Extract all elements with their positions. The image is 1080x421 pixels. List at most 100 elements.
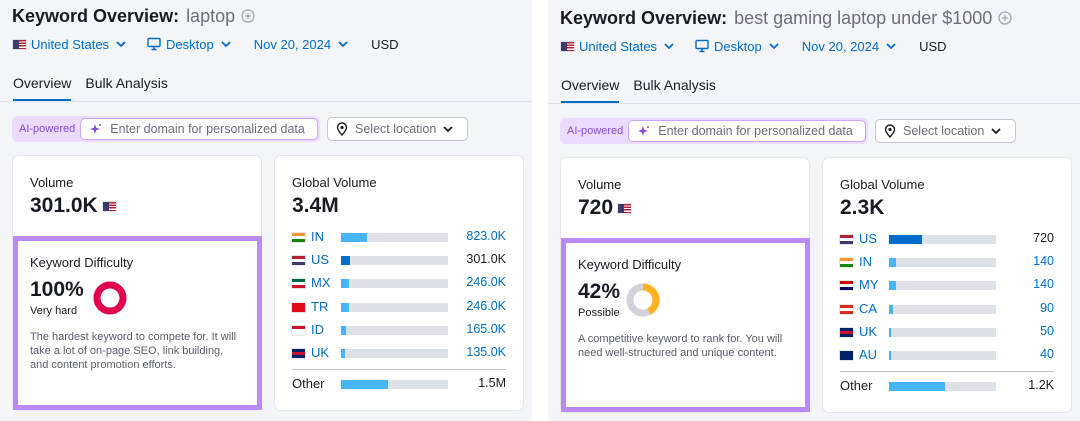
header: Keyword Overview: best gaming laptop unde… (560, 6, 1012, 30)
country-volume: 1.5M (478, 376, 506, 390)
country-code: UK (311, 345, 330, 360)
flag-icon (292, 325, 305, 335)
chevron-icon (116, 41, 126, 48)
keyword-panel: Keyword Overview: laptop United States Desk… (0, 0, 532, 421)
country-row[interactable]: US 720 (840, 231, 1054, 248)
location-dropdown[interactable]: United States (13, 37, 127, 52)
tab[interactable]: Bulk Analysis (85, 75, 168, 91)
country-volume: 246.0K (466, 275, 506, 290)
keyword: best gaming laptop under $1000 (734, 7, 993, 28)
country-code: CA (859, 300, 878, 316)
country-volume: 50 (1040, 323, 1054, 338)
ai-domain-field: AI-powered Enter domain for personalized … (12, 116, 320, 142)
bar (341, 256, 351, 266)
country-volume: 140 (1033, 277, 1054, 292)
tab-underline (13, 99, 72, 101)
country-row[interactable]: UK 50 (840, 324, 1054, 341)
flag-icon (292, 233, 305, 242)
tab[interactable]: Bulk Analysis (633, 77, 716, 93)
location-select[interactable]: Select location (875, 119, 1016, 143)
volume-value: 301.0K (30, 194, 98, 217)
difficulty-donut (626, 283, 660, 317)
donut-arc (626, 283, 660, 317)
country-code: US (859, 231, 878, 246)
date-dropdown[interactable]: Nov 20, 2024 (802, 39, 897, 54)
bar-track (341, 302, 448, 312)
country-row[interactable]: TR 246.0K (292, 299, 506, 316)
country-code: MY (859, 277, 879, 293)
volume-value-row: 720 (578, 196, 636, 220)
global-volume-label: Global Volume (840, 177, 925, 192)
other-label: Other (840, 378, 873, 393)
device: Desktop (166, 36, 214, 52)
add-button[interactable] (241, 9, 255, 23)
difficulty-score: 42% (578, 280, 621, 303)
difficulty-level: Possible (578, 307, 620, 319)
location-placeholder: Select location (355, 122, 437, 136)
monitor-icon (147, 37, 161, 51)
domain-placeholder: Enter domain for personalized data (658, 124, 853, 138)
country-volume: 720 (1033, 231, 1054, 245)
country-row[interactable]: UK 135.0K (292, 345, 506, 362)
bar (889, 327, 892, 337)
country-row[interactable]: AU 40 (840, 347, 1054, 364)
country-row[interactable]: CA 90 (840, 301, 1054, 318)
bar-track (341, 279, 448, 289)
bar-track (889, 382, 996, 391)
tabs-divider (0, 101, 532, 102)
country-volume: 135.0K (466, 345, 506, 359)
country-row[interactable]: MX 246.0K (292, 275, 506, 292)
date-dropdown[interactable]: Nov 20, 2024 (254, 37, 349, 52)
bar (341, 302, 349, 312)
bar (889, 235, 923, 244)
global-volume-card: Global Volume 3.4M IN 823.0K US 301.0K MX 246.0… (275, 156, 523, 410)
bar (889, 351, 891, 360)
bar-track (341, 233, 448, 242)
currency: USD (371, 36, 399, 52)
volume-label: Volume (578, 177, 622, 192)
donut-arc (93, 281, 127, 315)
bar (889, 281, 896, 291)
device-dropdown[interactable]: Desktop (695, 39, 780, 54)
sparkle-icon (638, 125, 650, 136)
global-volume-label: Global Volume (292, 175, 377, 190)
global-volume-total: 2.3K (840, 196, 885, 219)
tab[interactable]: Overview (13, 75, 72, 101)
keyword-panel: Keyword Overview: best gaming laptop unde… (548, 0, 1080, 421)
domain-input[interactable]: Enter domain for personalized data (80, 118, 318, 140)
difficulty-donut (93, 281, 127, 315)
country-row[interactable]: IN 140 (840, 254, 1054, 271)
bar (341, 325, 347, 335)
country-code: ID (311, 321, 324, 337)
tabs-divider (548, 103, 1080, 104)
tab[interactable]: Overview (561, 77, 620, 103)
domain-input[interactable]: Enter domain for personalized data (628, 120, 866, 142)
chevron-icon (338, 41, 348, 48)
location-select[interactable]: Select location (327, 117, 468, 141)
flag-icon (561, 41, 574, 51)
device: Desktop (714, 38, 762, 54)
flag-icon (840, 235, 853, 244)
location-dropdown[interactable]: United States (561, 39, 675, 54)
country-row[interactable]: MY 140 (840, 277, 1054, 294)
country-row[interactable]: IN 823.0K (292, 229, 506, 246)
device-dropdown[interactable]: Desktop (147, 37, 232, 52)
pin-icon (884, 124, 896, 138)
flag-icon (292, 302, 305, 312)
flag-icon (840, 258, 853, 268)
flag-icon (840, 281, 853, 291)
global-volume-card: Global Volume 2.3K US 720 IN 140 MY 140 CA 90 UK 50… (823, 158, 1071, 412)
country-row[interactable]: ID 165.0K (292, 322, 506, 339)
flag-icon (840, 304, 853, 314)
location-placeholder: Select location (903, 124, 985, 138)
volume-label: Volume (30, 175, 74, 190)
country-row[interactable]: US 301.0K (292, 252, 506, 269)
add-button[interactable] (998, 11, 1012, 25)
bar-track (889, 304, 996, 314)
country-volume: 301.0K (466, 252, 506, 267)
bar-track (889, 235, 996, 244)
bar (341, 349, 346, 358)
bar (889, 304, 894, 314)
country-code: IN (859, 254, 872, 270)
